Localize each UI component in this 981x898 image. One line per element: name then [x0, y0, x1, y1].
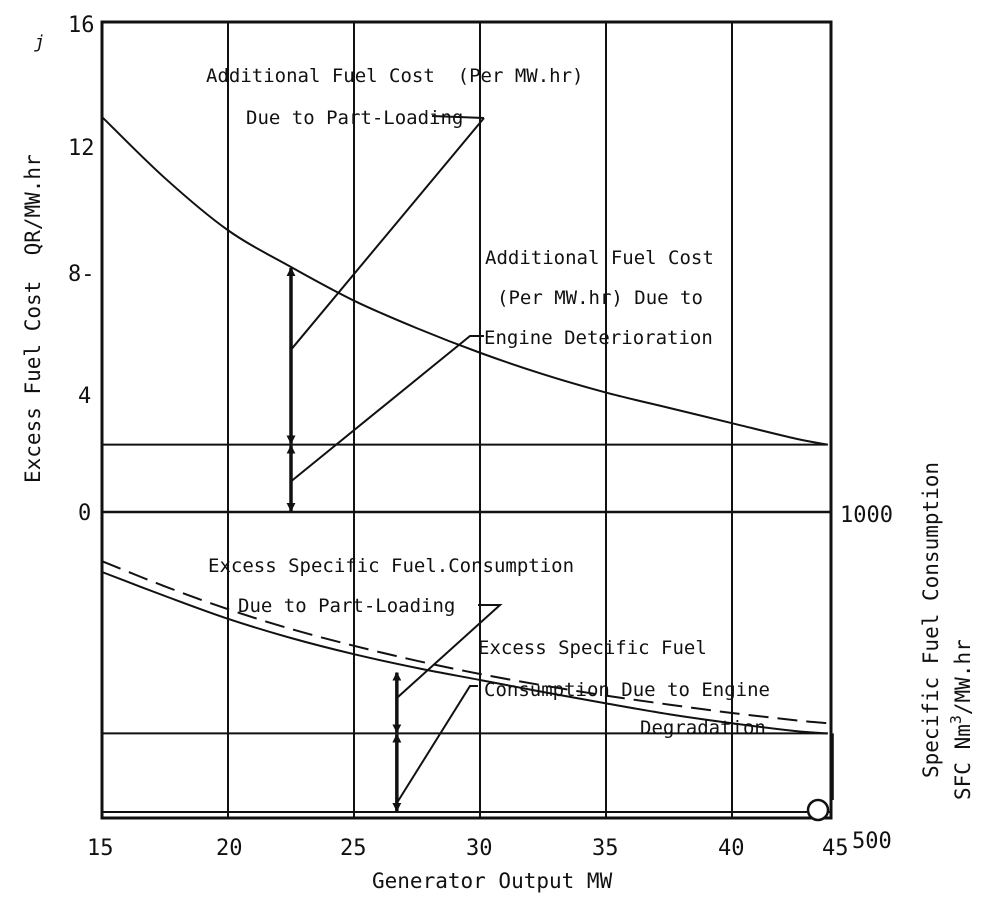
y-tick-label: 4: [78, 384, 91, 409]
stray-mark: j: [34, 32, 45, 53]
annotation-degradation-sfc-1: Excess Specific Fuel: [478, 637, 707, 659]
annotation-degradation-sfc-3: Degradation: [640, 717, 766, 739]
x-tick-label: 45: [822, 836, 849, 861]
annotation-part-loading-sfc-2: Due to Part-Loading: [238, 595, 455, 617]
right-y-axis-title-line2-end: /MW.hr: [951, 639, 975, 715]
annotation-part-loading-sfc-1: Excess Specific Fuel.Consumption: [208, 555, 574, 577]
x-tick-label: 15: [87, 836, 114, 861]
leader-part-loading-cost: [290, 115, 485, 351]
y-tick-label: 12: [68, 136, 95, 161]
excess-fuel-cost-curve: [101, 116, 828, 446]
y-axis-title: Excess Fuel Cost QR/MW.hr: [21, 154, 45, 483]
leader-degradation-sfc: [395, 685, 478, 804]
y-tick-label: 0: [78, 501, 91, 526]
right-y-axis-title-line2: SFC Nm: [951, 724, 975, 800]
annotation-part-loading-cost-1: Additional Fuel Cost (Per MW.hr): [206, 65, 584, 87]
tick-labels: 16 12 8- 4 0 1000 500 15 20 25 30 35 40 …: [68, 13, 893, 861]
data-curves: [101, 116, 834, 813]
leader-deterioration-cost: [290, 335, 484, 483]
y-tick-label: 16: [68, 13, 95, 38]
x-tick-label: 35: [592, 836, 619, 861]
superscript-3: 3: [947, 715, 965, 724]
right-y-axis-title: Specific Fuel Consumption SFC Nm3/MW.hr: [919, 462, 975, 800]
endpoint-circle: [806, 798, 830, 822]
sfc-curve-dashed: [101, 560, 828, 725]
annotation-deterioration-cost-2: (Per MW.hr) Due to: [497, 287, 703, 309]
annotation-deterioration-cost-3: Engine Deterioration: [484, 327, 713, 349]
annotation-leaders: [290, 115, 503, 804]
arrow-markers: [286, 267, 402, 812]
sfc-curve-solid: [101, 571, 828, 735]
x-axis-title: Generator Output MW: [372, 869, 613, 893]
right-y-axis-title-line1: Specific Fuel Consumption: [919, 462, 943, 778]
x-tick-label: 40: [718, 836, 745, 861]
svg-text:SFC Nm3/MW.hr: SFC Nm3/MW.hr: [947, 639, 975, 800]
grid-lines: [227, 22, 733, 818]
leader-part-loading-sfc: [396, 604, 503, 699]
x-tick-label: 25: [340, 836, 367, 861]
right-y-tick-label: 500: [852, 829, 892, 854]
annotation-part-loading-cost-2: Due to Part-Loading: [246, 107, 463, 129]
x-tick-label: 30: [466, 836, 493, 861]
plot-frame: [100, 20, 833, 820]
annotation-deterioration-cost-1: Additional Fuel Cost: [485, 247, 714, 269]
right-y-tick-label: 1000: [840, 503, 893, 528]
annotation-degradation-sfc-2: Consumption Due to Engine: [484, 679, 770, 701]
x-tick-label: 20: [216, 836, 243, 861]
y-tick-label: 8-: [68, 262, 95, 287]
